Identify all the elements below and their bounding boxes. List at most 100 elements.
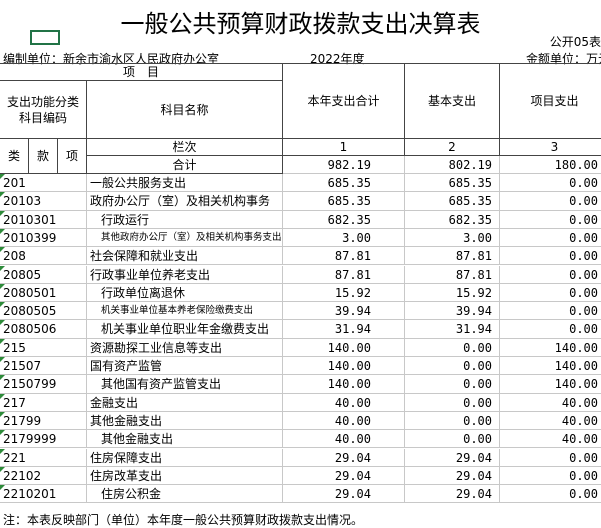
name-cell: 住房改革支出 <box>87 466 283 486</box>
project-cell: 140.00 <box>500 357 601 376</box>
cell-selection[interactable] <box>30 30 60 45</box>
xiang-header: 项 <box>58 139 87 174</box>
lanci-header: 栏次 <box>87 139 283 156</box>
total-label: 合计 <box>87 156 283 174</box>
basic-cell: 87.81 <box>405 265 500 284</box>
col-number: 2 <box>405 139 500 156</box>
name-cell: 政府办公厅（室）及相关机构事务 <box>87 192 283 211</box>
name-cell: 机关事业单位基本养老保险缴费支出 <box>87 302 283 321</box>
basic-cell: 29.04 <box>405 485 500 504</box>
code-cell: 21799 <box>0 411 87 431</box>
project-cell: 0.00 <box>500 467 601 486</box>
project-header: 项目支出 <box>500 63 601 139</box>
col-number: 3 <box>500 139 601 156</box>
name-cell: 金融支出 <box>87 393 283 412</box>
total-cell: 685.35 <box>283 174 405 193</box>
name-cell: 资源勘探工业信息等支出 <box>87 338 283 357</box>
code-cell: 20103 <box>0 192 87 211</box>
name-cell: 社会保障和就业支出 <box>87 247 283 266</box>
code-cell: 2080506 <box>0 320 87 339</box>
total-cell: 140.00 <box>283 375 405 394</box>
name-cell: 行政单位离退休 <box>87 283 283 303</box>
project-cell: 140.00 <box>500 339 601 357</box>
code-header: 支出功能分类科目编码 <box>0 81 87 139</box>
total-cell: 87.81 <box>283 247 405 266</box>
name-cell: 国有资产监管 <box>87 357 283 376</box>
code-cell: 215 <box>0 338 87 357</box>
project-cell: 40.00 <box>500 412 601 431</box>
total-cell: 29.04 <box>283 466 405 486</box>
basic-cell: 0.00 <box>405 430 500 449</box>
year: 2022年度 <box>310 52 365 66</box>
note: 注：本表反映部门（单位）本年度一般公共预算财政拨款支出情况。 <box>3 513 364 527</box>
name-cell: 其他政府办公厅（室）及相关机构事务支出 <box>87 228 283 248</box>
name-cell: 机关事业单位职业年金缴费支出 <box>87 320 283 339</box>
basic-cell: 0.00 <box>405 357 500 376</box>
project-cell: 40.00 <box>500 394 601 412</box>
name-cell: 一般公共服务支出 <box>87 174 283 193</box>
item-header: 项 目 <box>0 63 283 81</box>
total-header: 本年支出合计 <box>283 63 405 139</box>
code-cell: 20805 <box>0 265 87 284</box>
project-cell: 0.00 <box>500 485 601 504</box>
name-cell: 行政运行 <box>87 210 283 229</box>
code-cell: 21507 <box>0 357 87 376</box>
project-cell: 0.00 <box>500 449 601 467</box>
project-cell: 0.00 <box>500 266 601 284</box>
name-header: 科目名称 <box>87 81 283 139</box>
basic-cell: 29.04 <box>405 448 500 467</box>
basic-cell: 685.35 <box>405 192 500 211</box>
code-cell: 2210201 <box>0 485 87 504</box>
project-cell: 0.00 <box>500 211 601 229</box>
basic-cell: 682.35 <box>405 210 500 229</box>
total-cell: 29.04 <box>283 448 405 467</box>
project-cell: 0.00 <box>500 302 601 321</box>
basic-cell: 87.81 <box>405 247 500 266</box>
project-cell: 40.00 <box>500 430 601 449</box>
code-cell: 217 <box>0 393 87 412</box>
code-cell: 2010399 <box>0 228 87 248</box>
code-cell: 201 <box>0 174 87 193</box>
total-cell: 140.00 <box>283 357 405 376</box>
name-cell: 其他金融支出 <box>87 411 283 431</box>
code-cell: 2080505 <box>0 302 87 321</box>
project-cell: 140.00 <box>500 375 601 394</box>
basic-cell: 0.00 <box>405 411 500 431</box>
total-cell: 140.00 <box>283 338 405 357</box>
basic-cell: 3.00 <box>405 228 500 248</box>
kuan-header: 款 <box>29 139 58 174</box>
code-cell: 2010301 <box>0 210 87 229</box>
code-cell: 2080501 <box>0 283 87 303</box>
total-value: 802.19 <box>405 156 500 175</box>
basic-header: 基本支出 <box>405 63 500 139</box>
basic-cell: 0.00 <box>405 375 500 394</box>
basic-cell: 39.94 <box>405 302 500 321</box>
basic-cell: 685.35 <box>405 174 500 193</box>
project-cell: 0.00 <box>500 247 601 266</box>
project-cell: 0.00 <box>500 320 601 339</box>
form-no: 公开05表 <box>549 35 601 49</box>
total-cell: 15.92 <box>283 283 405 303</box>
project-cell: 0.00 <box>500 284 601 303</box>
total-cell: 29.04 <box>283 485 405 504</box>
name-cell: 住房保障支出 <box>87 448 283 467</box>
total-cell: 87.81 <box>283 265 405 284</box>
project-cell: 0.00 <box>500 174 601 193</box>
basic-cell: 31.94 <box>405 320 500 339</box>
total-cell: 685.35 <box>283 192 405 211</box>
currency: 金额单位：万元 <box>526 52 601 66</box>
total-cell: 3.00 <box>283 228 405 248</box>
unit: 编制单位：新余市渝水区人民政府办公室 <box>3 52 220 66</box>
basic-cell: 0.00 <box>405 393 500 412</box>
name-cell: 其他国有资产监管支出 <box>87 375 283 394</box>
total-value: 982.19 <box>283 156 405 175</box>
name-cell: 其他金融支出 <box>87 430 283 449</box>
name-cell: 住房公积金 <box>87 485 283 504</box>
total-cell: 40.00 <box>283 393 405 412</box>
col-number: 1 <box>283 139 405 156</box>
header-border <box>0 63 601 64</box>
project-cell: 0.00 <box>500 229 601 248</box>
total-cell: 39.94 <box>283 302 405 321</box>
total-cell: 31.94 <box>283 320 405 339</box>
